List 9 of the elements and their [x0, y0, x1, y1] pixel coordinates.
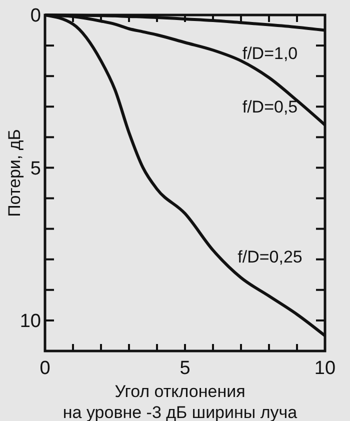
y-tick-label: 10: [20, 311, 41, 332]
y-axis-title: Потери, дБ: [5, 129, 24, 217]
legend-label: f/D=0,5: [242, 97, 298, 116]
legend-label: f/D=1,0: [242, 44, 298, 63]
y-tick-label: 0: [30, 6, 41, 27]
y-tick-label: 5: [30, 158, 41, 180]
x-tick-label: 5: [180, 358, 190, 379]
x-tick-label: 10: [314, 358, 336, 379]
legend-label: f/D=0,25: [238, 248, 302, 267]
